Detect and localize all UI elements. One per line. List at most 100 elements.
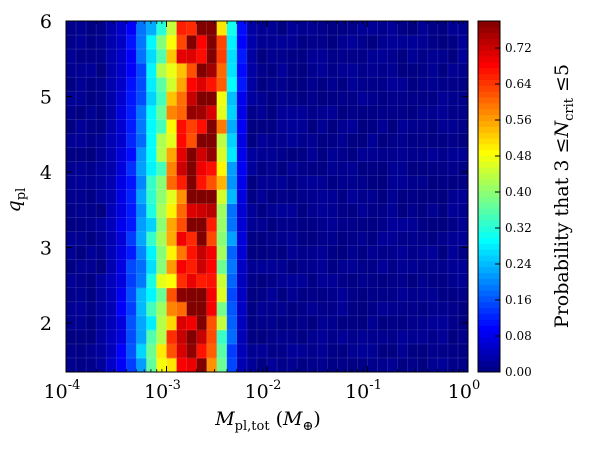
heatmap-cell <box>176 259 187 275</box>
heatmap-cell <box>216 35 228 50</box>
heatmap-cell <box>437 105 449 120</box>
heatmap-cell <box>196 301 208 317</box>
colorbar-swatch <box>478 126 500 133</box>
heatmap-cell <box>76 175 87 190</box>
heatmap-cell <box>337 35 348 50</box>
heatmap-cell <box>96 21 107 36</box>
heatmap-cell <box>357 245 368 261</box>
heatmap-cell <box>417 357 429 373</box>
heatmap-cell <box>146 343 157 359</box>
colorbar-swatch <box>478 108 500 116</box>
heatmap-cell <box>407 119 419 134</box>
heatmap-cell <box>116 259 127 275</box>
heatmap-cell <box>186 203 198 218</box>
heatmap-cell <box>66 301 77 317</box>
heatmap-cell <box>176 329 187 345</box>
heatmap-cell <box>307 259 318 275</box>
heatmap-cell <box>206 189 218 204</box>
heatmap-cell <box>106 133 117 148</box>
colorbar-swatch <box>478 202 500 209</box>
heatmap-cell <box>216 175 228 190</box>
heatmap-cell <box>327 49 338 64</box>
heatmap-cell <box>96 77 107 92</box>
heatmap-cell <box>457 259 469 275</box>
heatmap-cell <box>96 91 107 106</box>
heatmap-cell <box>377 175 388 190</box>
heatmap-cell <box>307 245 318 261</box>
heatmap-cell <box>437 329 449 345</box>
heatmap-cell <box>256 133 268 148</box>
heatmap-cell <box>146 63 157 78</box>
heatmap-cell <box>256 217 268 232</box>
heatmap-cell <box>216 357 228 373</box>
heatmap-cell <box>267 231 278 247</box>
heatmap-cell <box>277 287 288 303</box>
heatmap-cell <box>267 119 278 134</box>
heatmap-cell <box>96 49 107 64</box>
gridlines <box>66 21 468 372</box>
heatmap-cell <box>196 217 208 232</box>
heatmap-cell <box>196 231 208 247</box>
heatmap-cell <box>447 147 459 162</box>
heatmap-cell <box>327 357 338 373</box>
x-tick-label: 100 <box>448 378 480 403</box>
colorbar-swatch <box>478 155 500 162</box>
heatmap-cell <box>166 259 177 275</box>
colorbar-swatch <box>478 307 500 314</box>
colorbar-tick-label: 0.24 <box>505 257 532 271</box>
heatmap-cell <box>246 217 258 232</box>
heatmap-cell <box>367 245 378 261</box>
heatmap-cell <box>146 189 157 204</box>
heatmap-cell <box>116 91 127 106</box>
heatmap-cell <box>136 77 147 92</box>
heatmap-cell <box>246 105 258 120</box>
heatmap-cell <box>186 49 198 64</box>
heatmap-cell <box>166 91 177 106</box>
heatmap-cell <box>226 49 238 64</box>
heatmap-cell <box>106 245 117 261</box>
heatmap-cell <box>347 175 358 190</box>
heatmap-cell <box>347 49 358 64</box>
heatmap-cell <box>387 77 399 92</box>
heatmap-cell <box>307 189 318 204</box>
heatmap-cell <box>166 63 177 78</box>
heatmap-cell <box>287 189 298 204</box>
heatmap-cell <box>287 315 298 331</box>
heatmap-cell <box>106 343 117 359</box>
heatmap-cell <box>337 21 348 36</box>
colorbar-swatch <box>478 366 500 373</box>
heatmap-cell <box>267 287 278 303</box>
colorbar-swatch <box>478 26 500 34</box>
heatmap-cell <box>86 357 97 373</box>
colorbar-swatch <box>478 97 500 104</box>
heatmap-cell <box>236 175 248 190</box>
heatmap-cell <box>96 35 107 50</box>
heatmap-cell <box>76 77 87 92</box>
heatmap-cell <box>357 21 368 36</box>
heatmap-cell <box>126 217 137 232</box>
heatmap-cell <box>337 217 348 232</box>
heatmap-cell <box>317 49 328 64</box>
heatmap-cell <box>357 357 368 373</box>
heatmap-cell <box>277 161 288 176</box>
heatmap-cell <box>337 77 348 92</box>
heatmap-cell <box>287 133 298 148</box>
heatmap-cell <box>236 357 248 373</box>
heatmap-cell <box>287 231 298 247</box>
heatmap-cell <box>156 357 167 373</box>
heatmap-cell <box>76 49 87 64</box>
heatmap-cell <box>236 231 248 247</box>
heatmap-cell <box>437 259 449 275</box>
heatmap-cell <box>106 315 117 331</box>
heatmap-cell <box>106 147 117 162</box>
heatmap-cell <box>146 91 157 106</box>
heatmap-cell <box>256 77 268 92</box>
heatmap-cell <box>367 329 378 345</box>
heatmap-cell <box>216 91 228 106</box>
heatmap-cell <box>267 77 278 92</box>
heatmap-cell <box>437 175 449 190</box>
heatmap-cell <box>337 175 348 190</box>
heatmap-cell <box>427 105 439 120</box>
heatmap-cell <box>76 273 87 289</box>
colorbar-swatch <box>478 138 500 145</box>
